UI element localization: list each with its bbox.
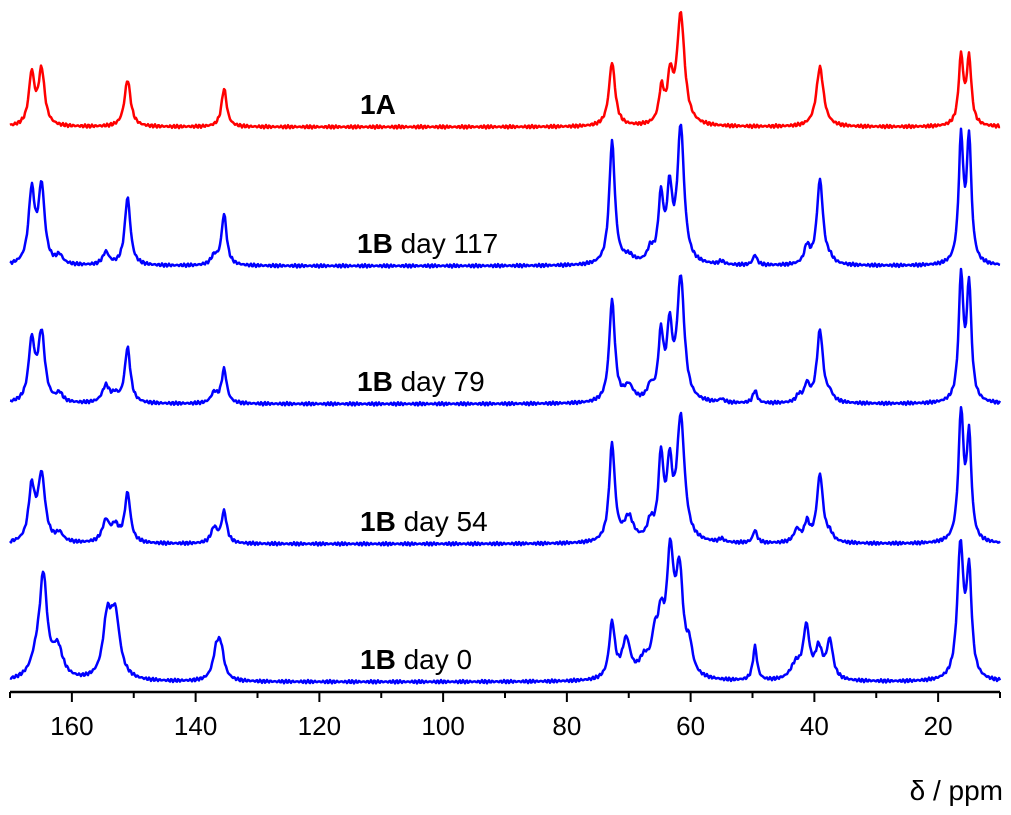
trace-label-1: 1A [360,89,396,120]
trace-label-2: 1B day 117 [357,228,498,259]
spectrum-trace-1 [9,10,1001,130]
x-tick-label: 60 [676,711,705,741]
spectrum-trace-3 [9,267,1002,407]
trace-labels: 1A 1B day 117 1B day 79 1B day 54 1B day 0 [357,89,498,675]
x-axis-label: δ / ppm [910,775,1003,806]
trace-label-3: 1B day 79 [357,366,485,397]
trace-label-4: 1B day 54 [360,506,488,537]
x-tick-label: 80 [552,711,581,741]
spectra-traces [9,10,1002,685]
x-tick-label: 140 [174,711,217,741]
spectrum-trace-5 [9,537,1002,685]
x-tick-label: 20 [924,711,953,741]
spectrum-trace-2 [9,123,1001,269]
x-tick-label: 120 [298,711,341,741]
x-tick-label: 160 [50,711,93,741]
spectrum-trace-4 [9,405,1001,547]
x-axis: 160 140 120 100 80 60 40 20 δ / ppm [9,690,1003,806]
trace-label-5: 1B day 0 [360,644,472,675]
x-axis-ticks: 160 140 120 100 80 60 40 20 [9,692,1001,741]
x-tick-label: 40 [800,711,829,741]
x-tick-label: 100 [421,711,464,741]
